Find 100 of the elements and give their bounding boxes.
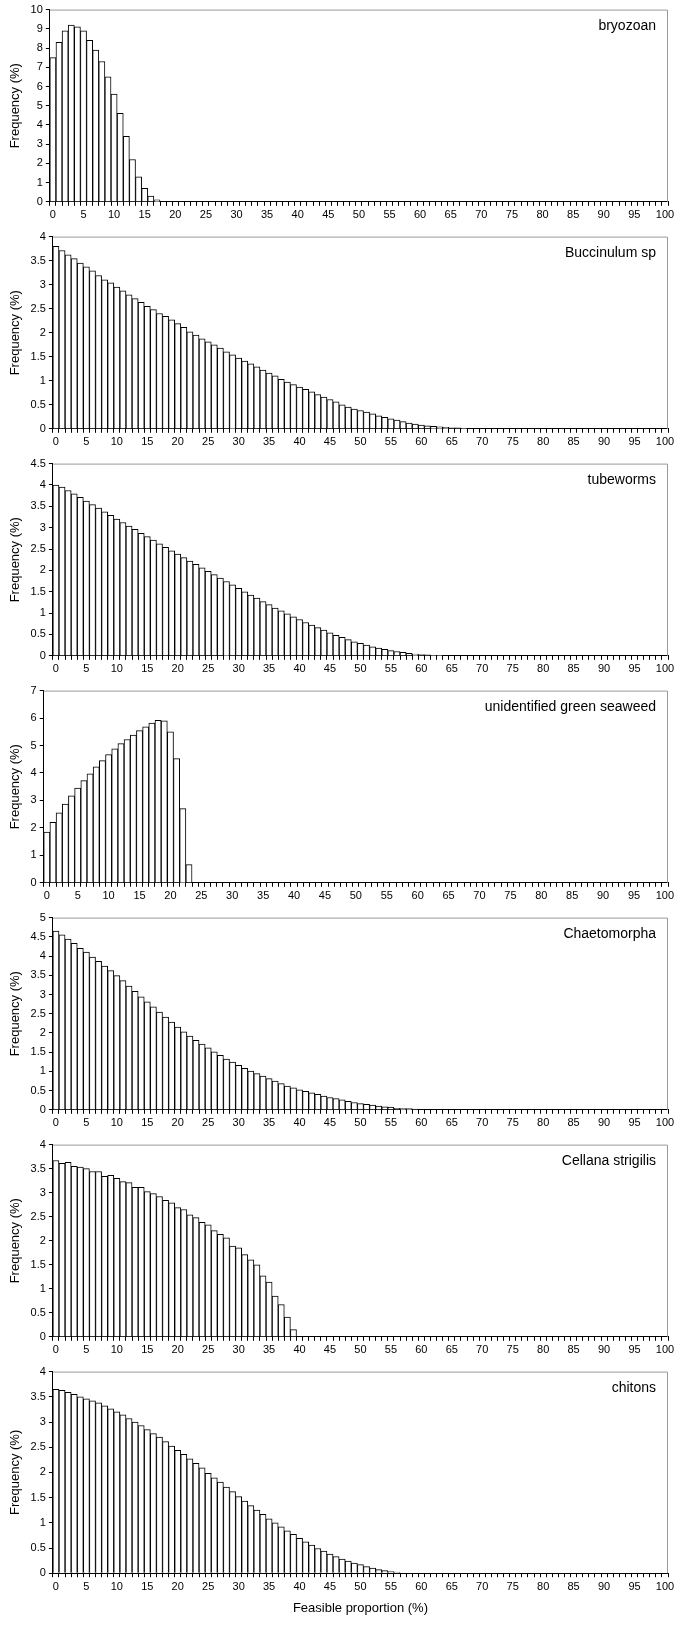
x-tick-label: 35 bbox=[262, 1343, 276, 1356]
x-tick-label: 5 bbox=[80, 208, 87, 221]
x-tick-label: 25 bbox=[202, 1343, 215, 1356]
x-tick-label: 20 bbox=[169, 208, 182, 221]
x-tick-label: 0 bbox=[52, 1116, 59, 1129]
x-tick-label: 20 bbox=[171, 1116, 184, 1129]
x-tick-label: 45 bbox=[322, 208, 335, 221]
y-tick-label: 3.5 bbox=[30, 968, 46, 981]
x-tick-label: 45 bbox=[323, 435, 337, 448]
text: tubeworms bbox=[587, 471, 656, 488]
x-tick-label: 40 bbox=[293, 1116, 306, 1129]
y-tick-label: 3 bbox=[39, 1415, 46, 1428]
y-axis-title: Frequency (%) bbox=[7, 1429, 23, 1516]
y-tick-label: 4 bbox=[39, 1137, 46, 1150]
x-tick-label: 35 bbox=[260, 208, 274, 221]
x-tick-label: 0 bbox=[52, 435, 59, 448]
x-tick-label: 80 bbox=[537, 1579, 550, 1592]
x-tick-label: 70 bbox=[473, 889, 486, 902]
x-tick-label: 65 bbox=[445, 662, 458, 675]
x-tick-label: 10 bbox=[110, 1116, 123, 1129]
y-tick-label: 2.5 bbox=[30, 301, 46, 314]
y-tick-label: 1 bbox=[39, 1515, 46, 1528]
x-tick-label: 50 bbox=[352, 208, 366, 221]
x-tick-label: 30 bbox=[232, 435, 245, 448]
x-tick-label: 15 bbox=[138, 208, 151, 221]
x-tick-label: 60 bbox=[415, 662, 428, 675]
y-tick-label: 3 bbox=[39, 1185, 46, 1198]
x-tick-label: 90 bbox=[597, 662, 611, 675]
x-tick-label: 25 bbox=[195, 889, 208, 902]
y-tick-label: 1.5 bbox=[30, 1490, 46, 1503]
x-tick-label: 25 bbox=[202, 1579, 215, 1592]
x-tick-label: 90 bbox=[597, 435, 611, 448]
y-tick-label: 0 bbox=[36, 194, 43, 207]
x-tick-label: 25 bbox=[199, 208, 213, 221]
x-tick-label: 50 bbox=[354, 1116, 367, 1129]
x-tick-label: 85 bbox=[567, 208, 580, 221]
x-tick-label: 45 bbox=[323, 1579, 337, 1592]
x-tick-label: 0 bbox=[52, 1579, 59, 1592]
y-tick-label: 3 bbox=[39, 987, 46, 1000]
x-tick-label: 75 bbox=[505, 208, 519, 221]
x-tick-label: 70 bbox=[476, 435, 489, 448]
x-tick-label: 80 bbox=[537, 1343, 550, 1356]
x-tick-label: 80 bbox=[536, 208, 549, 221]
x-tick-label: 100 bbox=[655, 889, 675, 902]
y-tick-label: 2 bbox=[39, 1233, 46, 1246]
x-tick-label: 100 bbox=[655, 662, 675, 675]
x-tick-label: 45 bbox=[318, 889, 332, 902]
x-tick-label: 40 bbox=[293, 1579, 306, 1592]
x-tick-label: 100 bbox=[655, 435, 675, 448]
x-tick-label: 15 bbox=[141, 662, 154, 675]
y-tick-label: 5 bbox=[30, 738, 37, 751]
x-tick-label: 70 bbox=[476, 662, 489, 675]
y-axis-title: Frequency (%) bbox=[7, 971, 23, 1057]
x-tick-label: 55 bbox=[384, 662, 398, 675]
y-tick-label: 0.5 bbox=[30, 1541, 46, 1554]
x-tick-label: 85 bbox=[567, 1579, 580, 1592]
x-tick-label: 20 bbox=[171, 1579, 184, 1592]
x-tick-label: 80 bbox=[535, 889, 548, 902]
x-tick-label: 5 bbox=[83, 435, 90, 448]
x-tick-label: 100 bbox=[655, 1116, 675, 1129]
x-tick-label: 60 bbox=[415, 1116, 428, 1129]
x-tick-label: 5 bbox=[83, 662, 90, 675]
x-tick-label: 65 bbox=[445, 1343, 458, 1356]
y-axis-title: Frequency (%) bbox=[7, 290, 23, 376]
y-tick-label: 10 bbox=[30, 2, 43, 15]
y-tick-label: 3.5 bbox=[30, 1389, 46, 1402]
x-tick-label: 40 bbox=[287, 889, 301, 902]
x-axis-title: Feasible proportion (%) bbox=[292, 1599, 429, 1615]
x-tick-label: 95 bbox=[628, 1116, 641, 1129]
x-tick-label: 0 bbox=[49, 208, 56, 221]
x-tick-label: 15 bbox=[141, 1579, 154, 1592]
y-tick-label: 1.5 bbox=[30, 1045, 46, 1058]
x-tick-label: 90 bbox=[597, 1116, 611, 1129]
x-tick-label: 65 bbox=[444, 208, 457, 221]
y-tick-label: 4.5 bbox=[30, 929, 46, 942]
y-tick-label: 0 bbox=[39, 1329, 46, 1342]
x-tick-label: 65 bbox=[442, 889, 455, 902]
x-tick-label: 30 bbox=[230, 208, 243, 221]
x-tick-label: 35 bbox=[262, 435, 276, 448]
x-tick-label: 50 bbox=[354, 1579, 367, 1592]
x-tick-label: 10 bbox=[102, 889, 115, 902]
text: Cellana strigilis bbox=[561, 1152, 656, 1169]
y-tick-label: 3.5 bbox=[30, 1161, 46, 1174]
y-tick-label: 2 bbox=[36, 156, 43, 169]
x-tick-label: 50 bbox=[349, 889, 362, 902]
x-tick-label: 35 bbox=[262, 1579, 276, 1592]
x-tick-label: 50 bbox=[354, 435, 367, 448]
x-tick-label: 80 bbox=[537, 662, 550, 675]
x-tick-label: 30 bbox=[232, 1343, 245, 1356]
y-tick-label: 0 bbox=[39, 1566, 46, 1579]
x-tick-label: 30 bbox=[226, 889, 239, 902]
x-tick-label: 95 bbox=[628, 435, 641, 448]
x-tick-label: 70 bbox=[476, 1343, 489, 1356]
x-tick-label: 90 bbox=[596, 889, 610, 902]
x-tick-label: 45 bbox=[323, 1343, 337, 1356]
y-tick-label: 2 bbox=[30, 820, 37, 833]
x-tick-label: 60 bbox=[415, 1579, 428, 1592]
y-tick-label: 1 bbox=[30, 848, 37, 861]
y-tick-label: 0 bbox=[39, 421, 46, 434]
x-tick-label: 90 bbox=[597, 1343, 611, 1356]
